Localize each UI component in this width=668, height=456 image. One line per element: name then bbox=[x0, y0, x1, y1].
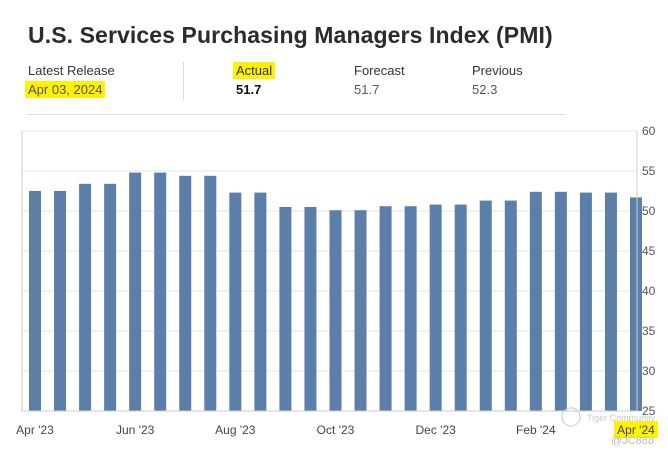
bar[interactable] bbox=[204, 175, 217, 411]
bar[interactable] bbox=[104, 183, 117, 411]
watermark-brand: Tiger Community bbox=[587, 413, 656, 423]
bar[interactable] bbox=[454, 204, 467, 411]
bar[interactable] bbox=[304, 207, 317, 411]
bar[interactable] bbox=[554, 191, 567, 411]
x-tick-label: Apr '23 bbox=[16, 423, 54, 437]
forecast-label: Forecast bbox=[354, 63, 405, 78]
bar-layer bbox=[29, 172, 642, 411]
bar[interactable] bbox=[329, 210, 342, 411]
x-tick-label: Apr '24 bbox=[617, 423, 655, 437]
y-tick-label: 45 bbox=[642, 244, 656, 258]
y-tick-label: 60 bbox=[642, 124, 656, 138]
bar[interactable] bbox=[254, 192, 267, 411]
bar[interactable] bbox=[354, 210, 367, 411]
x-tick-highlight bbox=[614, 421, 658, 438]
axis-layer: 25 30 35 40 45 50 55 60 Apr '23 Jun '23 Aug '23 Oct… bbox=[16, 124, 658, 438]
x-tick-label: Aug '23 bbox=[215, 423, 256, 437]
previous-value: 52.3 bbox=[472, 82, 498, 97]
bar[interactable] bbox=[529, 191, 542, 411]
bar[interactable] bbox=[279, 207, 292, 411]
header-divider bbox=[26, 114, 566, 115]
actual-label: Actual bbox=[233, 62, 276, 79]
previous-label: Previous bbox=[472, 63, 523, 78]
bar[interactable] bbox=[79, 183, 92, 411]
forecast-value: 51.7 bbox=[354, 82, 380, 97]
bar[interactable] bbox=[429, 204, 442, 411]
x-tick-label: Jun '23 bbox=[116, 423, 155, 437]
y-tick-label: 25 bbox=[642, 404, 656, 418]
bar[interactable] bbox=[154, 172, 167, 411]
bar[interactable] bbox=[404, 206, 417, 411]
bar[interactable] bbox=[479, 200, 492, 411]
watermark: Tiger Community @JC888 bbox=[561, 407, 656, 447]
x-tick-label: Feb '24 bbox=[516, 423, 556, 437]
bar[interactable] bbox=[54, 191, 67, 411]
bar[interactable] bbox=[29, 191, 41, 411]
stats-divider bbox=[183, 62, 184, 100]
chart-title: U.S. Services Purchasing Managers Index … bbox=[28, 22, 553, 48]
latest-release-date: Apr 03, 2024 bbox=[25, 81, 106, 98]
bar[interactable] bbox=[579, 192, 592, 411]
y-tick-label: 30 bbox=[642, 364, 656, 378]
watermark-user: @JC888 bbox=[611, 435, 654, 447]
y-tick-label: 35 bbox=[642, 324, 656, 338]
bar[interactable] bbox=[379, 206, 392, 411]
latest-release-value: Apr 03, 2024 bbox=[25, 81, 106, 98]
bar[interactable] bbox=[179, 175, 192, 411]
x-tick-label: Oct '23 bbox=[317, 423, 355, 437]
actual-value: 51.7 bbox=[236, 82, 262, 97]
bar[interactable] bbox=[129, 172, 142, 411]
bar[interactable] bbox=[504, 200, 517, 411]
bar[interactable] bbox=[630, 197, 642, 411]
y-tick-label: 55 bbox=[642, 164, 656, 178]
watermark-logo-icon bbox=[561, 407, 581, 427]
y-tick-label: 50 bbox=[642, 204, 656, 218]
bar[interactable] bbox=[604, 192, 617, 411]
latest-release-label: Latest Release bbox=[28, 63, 115, 78]
bar[interactable] bbox=[229, 192, 242, 411]
y-tick-label: 40 bbox=[642, 284, 656, 298]
actual-label-text: Actual bbox=[233, 62, 276, 79]
x-tick-label: Dec '23 bbox=[416, 423, 457, 437]
